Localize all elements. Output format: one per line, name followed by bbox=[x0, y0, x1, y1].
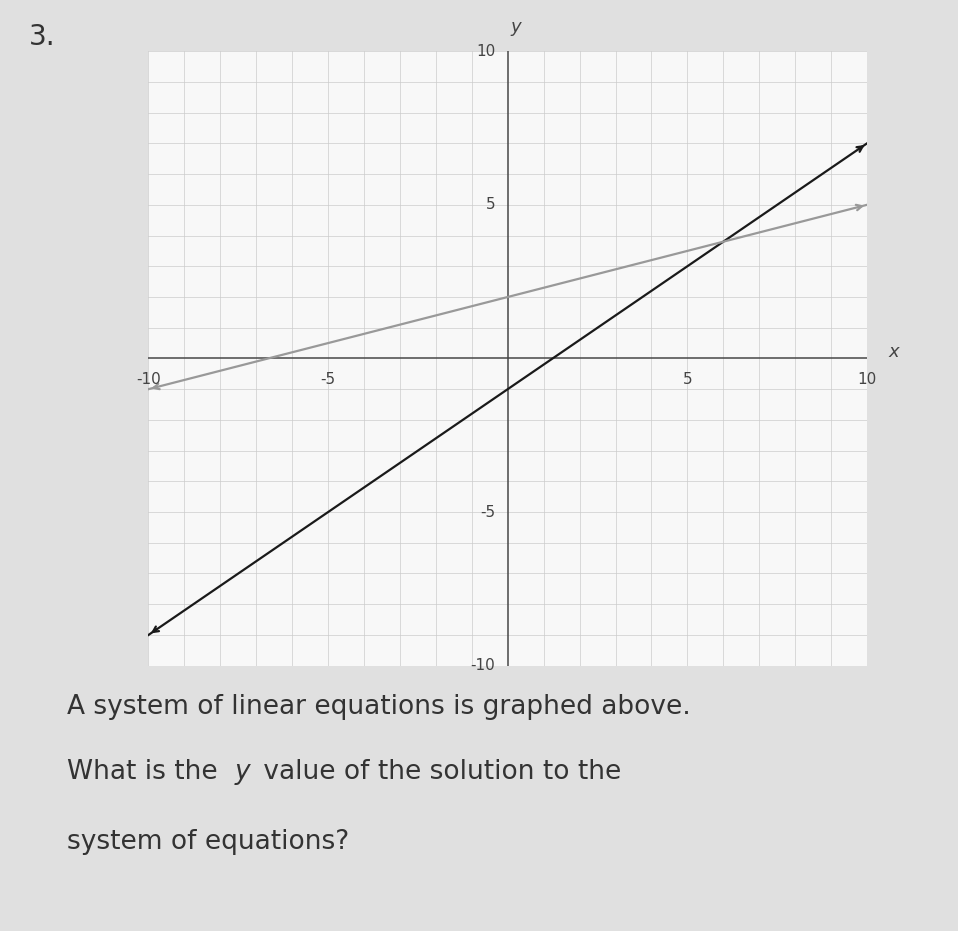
Text: y: y bbox=[511, 18, 521, 35]
Text: -10: -10 bbox=[470, 658, 495, 673]
Text: What is the: What is the bbox=[67, 759, 226, 785]
Text: 3.: 3. bbox=[29, 23, 56, 51]
Text: y: y bbox=[235, 759, 250, 785]
Text: x: x bbox=[889, 344, 900, 361]
Text: A system of linear equations is graphed above.: A system of linear equations is graphed … bbox=[67, 694, 691, 720]
Text: 5: 5 bbox=[486, 197, 495, 212]
Text: -10: -10 bbox=[136, 372, 161, 387]
Text: system of equations?: system of equations? bbox=[67, 829, 350, 855]
Text: -5: -5 bbox=[321, 372, 335, 387]
Text: -5: -5 bbox=[480, 505, 495, 519]
Text: value of the solution to the: value of the solution to the bbox=[255, 759, 621, 785]
Text: 10: 10 bbox=[857, 372, 877, 387]
Text: 10: 10 bbox=[476, 44, 495, 59]
Text: 5: 5 bbox=[682, 372, 693, 387]
